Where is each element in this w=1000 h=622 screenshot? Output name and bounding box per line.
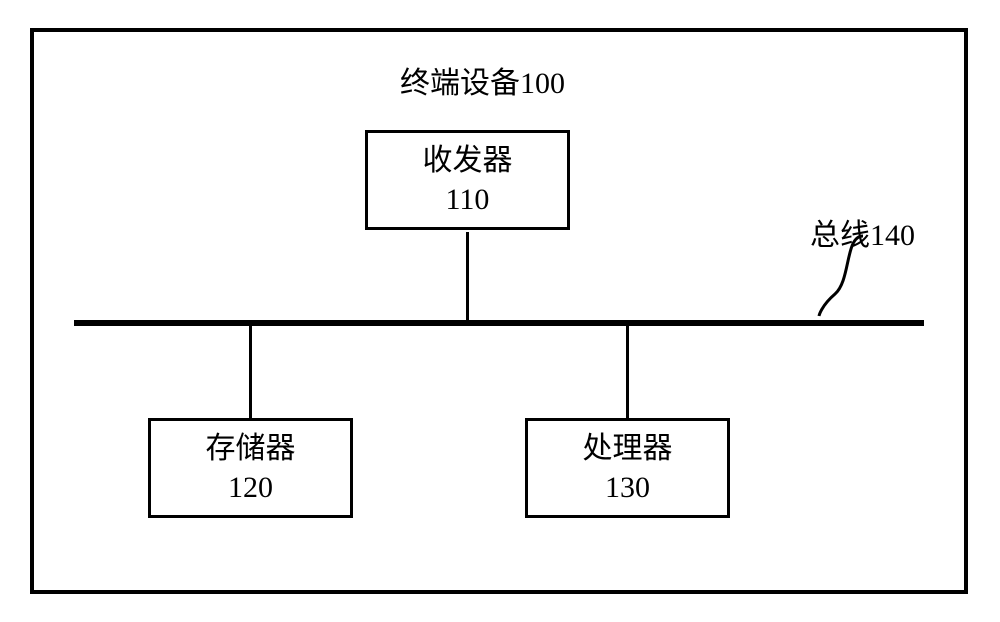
processor-box: 处理器 130 xyxy=(525,418,730,518)
processor-label: 处理器 xyxy=(583,429,673,468)
memory-connector xyxy=(249,324,252,420)
transceiver-number: 110 xyxy=(446,180,490,219)
transceiver-label: 收发器 xyxy=(423,141,513,180)
transceiver-connector xyxy=(466,232,469,322)
diagram-title: 终端设备100 xyxy=(400,58,565,102)
processor-connector xyxy=(626,324,629,420)
memory-number: 120 xyxy=(228,468,273,507)
bus-line xyxy=(74,320,924,326)
bus-label-connector xyxy=(815,232,871,322)
transceiver-box: 收发器 110 xyxy=(365,130,570,230)
memory-box: 存储器 120 xyxy=(148,418,353,518)
memory-label: 存储器 xyxy=(206,429,296,468)
processor-number: 130 xyxy=(605,468,650,507)
